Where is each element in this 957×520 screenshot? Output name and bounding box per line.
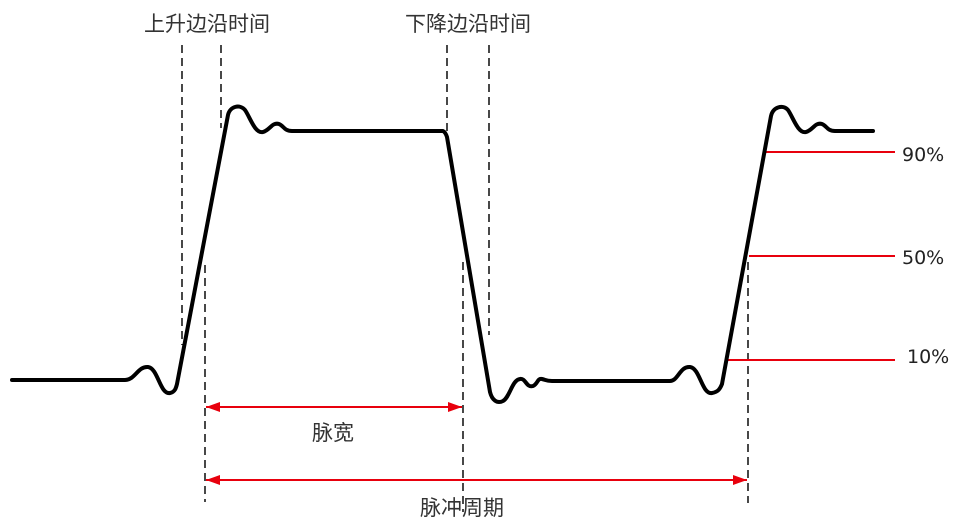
- level-10-label: 10%: [907, 346, 949, 368]
- level-90-label: 90%: [902, 144, 944, 166]
- level-lines: [727, 151, 895, 361]
- pulse-width-label: 脉宽: [312, 421, 354, 445]
- level-50-label: 50%: [902, 247, 944, 269]
- pulse-waveform: [10, 104, 875, 404]
- guide-lines: [181, 45, 749, 512]
- rise-time-label: 上升边沿时间: [144, 12, 270, 36]
- pulse-period-label: 脉冲周期: [420, 496, 504, 520]
- fall-time-label: 下降边沿时间: [405, 12, 531, 36]
